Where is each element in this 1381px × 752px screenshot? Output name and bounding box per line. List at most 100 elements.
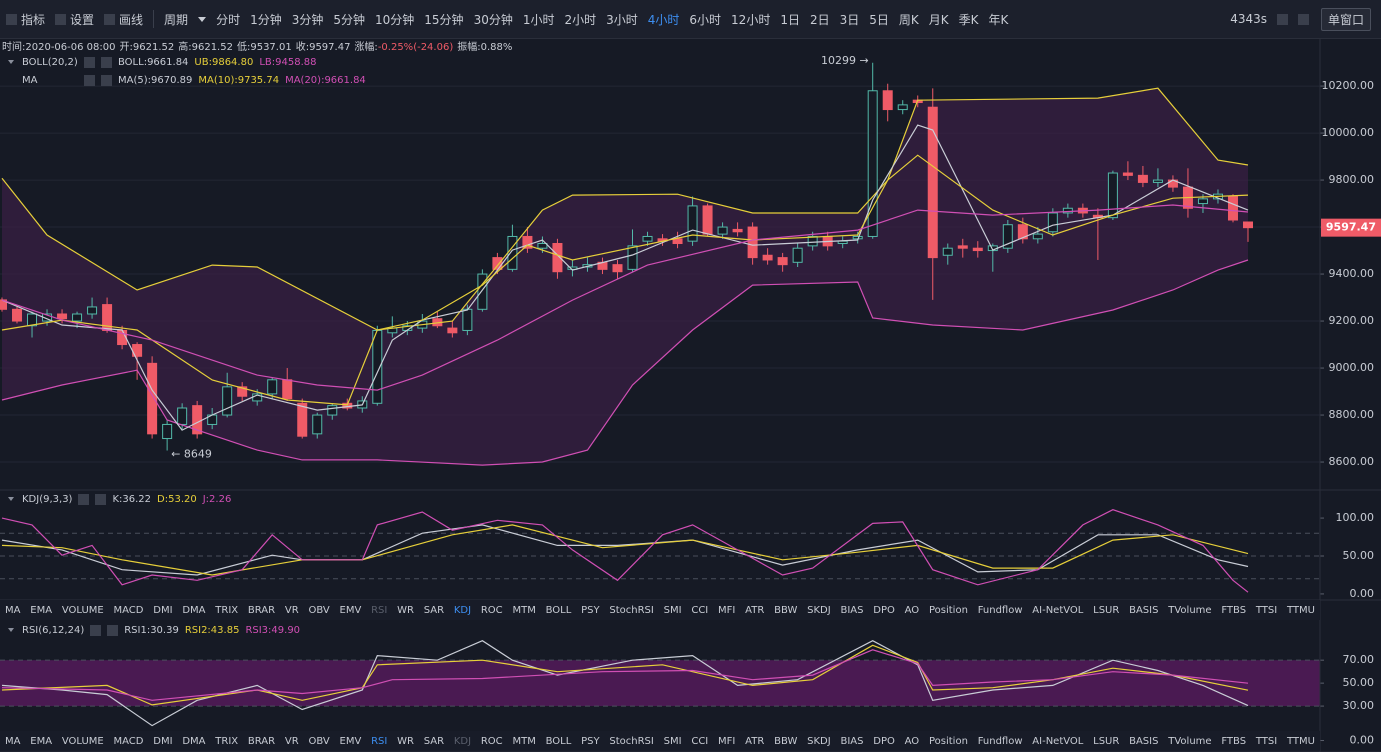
settings-icon[interactable] [90, 624, 102, 636]
indicator-name[interactable]: RSI(6,12,24) [22, 624, 85, 636]
indicator-tab[interactable]: DMI [153, 735, 173, 747]
indicator-tab[interactable]: VOLUME [61, 604, 104, 616]
indicator-tab[interactable]: BOLL [545, 735, 572, 747]
indicator-tab[interactable]: DPO [873, 604, 895, 616]
indicator-tab[interactable]: KDJ [453, 735, 472, 747]
indicator-tab[interactable]: KDJ [453, 604, 472, 616]
period-button[interactable]: 30分钟 [473, 12, 513, 27]
close-icon[interactable] [101, 56, 112, 68]
indicator-tab[interactable]: Fundflow [977, 604, 1023, 616]
indicator-tab[interactable]: BBW [774, 604, 798, 616]
indicator-tab[interactable]: SKDJ [807, 604, 831, 616]
indicator-tab[interactable]: Position [928, 604, 968, 616]
indicator-tab[interactable]: BIAS [840, 604, 864, 616]
indicator-tab[interactable]: SMI [663, 735, 682, 747]
indicator-tab[interactable]: MA [5, 735, 21, 747]
period-button[interactable]: 5分钟 [333, 12, 365, 27]
period-menu[interactable]: 周期 [164, 12, 189, 27]
period-button[interactable]: 3日 [839, 12, 860, 27]
indicator-tab[interactable]: FTBS [1221, 604, 1247, 616]
indicator-tab[interactable]: ROC [480, 735, 503, 747]
settings-icon[interactable] [84, 74, 95, 86]
indicator-tab[interactable]: MFI [718, 604, 736, 616]
period-button[interactable]: 4小时 [647, 12, 680, 27]
indicator-tab[interactable]: TTSI [1255, 735, 1278, 747]
indicator-tab[interactable]: AI-NetVOL [1032, 604, 1084, 616]
settings-icon[interactable] [78, 493, 90, 505]
period-button[interactable]: 6小时 [689, 12, 722, 27]
indicator-tab[interactable]: TRIX [215, 604, 239, 616]
indicator-tab[interactable]: ATR [745, 604, 765, 616]
indicator-tab[interactable]: PSY [581, 604, 600, 616]
indicator-tab[interactable]: BASIS [1129, 604, 1159, 616]
indicator-tab[interactable]: MFI [718, 735, 736, 747]
indicator-tab[interactable]: BRAR [247, 735, 276, 747]
indicator-tab[interactable]: TVolume [1168, 604, 1212, 616]
indicator-tab[interactable]: RSI [371, 604, 388, 616]
period-button[interactable]: 3分钟 [291, 12, 324, 27]
indicator-tab[interactable]: SMI [663, 604, 682, 616]
period-button[interactable]: 10分钟 [375, 12, 415, 27]
indicator-tab[interactable]: Fundflow [977, 735, 1023, 747]
period-button[interactable]: 2日 [809, 12, 830, 27]
indicator-tab[interactable]: WR [397, 735, 414, 747]
period-button[interactable]: 15分钟 [424, 12, 464, 27]
indicator-tab[interactable]: MTM [512, 735, 536, 747]
indicator-tab[interactable]: MACD [113, 604, 144, 616]
indicator-tab[interactable]: ROC [480, 604, 503, 616]
indicator-tab[interactable]: TTSI [1255, 604, 1278, 616]
indicator-tab[interactable]: VR [284, 604, 299, 616]
indicator-tab[interactable]: StochRSI [609, 604, 654, 616]
indicator-tab[interactable]: LSUR [1093, 604, 1120, 616]
indicator-tab[interactable]: TTMU [1286, 735, 1315, 747]
tool-button[interactable]: 设置 [70, 12, 95, 27]
indicator-tab[interactable]: MA [5, 604, 21, 616]
indicator-tab[interactable]: DMI [153, 604, 173, 616]
period-button[interactable]: 分时 [216, 12, 241, 27]
indicator-tab[interactable]: SAR [423, 604, 445, 616]
indicator-tab[interactable]: ATR [745, 735, 765, 747]
indicator-tab[interactable]: FTBS [1221, 735, 1247, 747]
indicator-tab[interactable]: DMA [182, 604, 206, 616]
indicator-tab[interactable]: LSUR [1093, 735, 1120, 747]
indicator-tab[interactable]: TTMU [1286, 604, 1315, 616]
indicator-tab[interactable]: OBV [308, 735, 330, 747]
tool-button[interactable]: 画线 [119, 12, 144, 27]
indicator-tab[interactable]: AO [904, 604, 920, 616]
close-icon[interactable] [95, 493, 107, 505]
indicator-tab[interactable]: OBV [308, 604, 330, 616]
indicator-tab[interactable]: Position [928, 735, 968, 747]
indicator-tab[interactable]: VR [284, 735, 299, 747]
indicator-tab[interactable]: AI-NetVOL [1032, 735, 1084, 747]
indicator-name[interactable]: KDJ(9,3,3) [22, 493, 73, 505]
indicator-tab[interactable]: SAR [423, 735, 445, 747]
indicator-tab[interactable]: SKDJ [807, 735, 831, 747]
indicator-tab[interactable]: CCI [691, 735, 709, 747]
period-button[interactable]: 1小时 [522, 12, 555, 27]
indicator-name[interactable]: BOLL(20,2) [22, 56, 78, 68]
indicator-tab[interactable]: BOLL [545, 604, 572, 616]
close-icon[interactable] [107, 624, 119, 636]
indicator-tab[interactable]: EMV [339, 735, 362, 747]
period-button[interactable]: 12小时 [731, 12, 771, 27]
period-button[interactable]: 年K [988, 12, 1009, 27]
indicator-tab[interactable]: BRAR [247, 604, 276, 616]
indicator-tab[interactable]: VOLUME [61, 735, 104, 747]
indicator-tab[interactable]: TVolume [1168, 735, 1212, 747]
period-button[interactable]: 月K [928, 12, 949, 27]
period-button[interactable]: 周K [898, 12, 919, 27]
indicator-tab[interactable]: EMA [30, 604, 53, 616]
indicator-tab[interactable]: AO [904, 735, 920, 747]
tool-button[interactable]: 指标 [21, 12, 46, 27]
period-button[interactable]: 1分钟 [250, 12, 282, 27]
indicator-tab[interactable]: TRIX [215, 735, 239, 747]
indicator-tab[interactable]: BBW [774, 735, 798, 747]
indicator-tab[interactable]: MACD [113, 735, 144, 747]
indicator-tab[interactable]: BIAS [840, 735, 864, 747]
period-button[interactable]: 1日 [780, 12, 800, 27]
indicator-tab[interactable]: MTM [512, 604, 536, 616]
indicator-tab[interactable]: DPO [873, 735, 895, 747]
indicator-tab[interactable]: EMV [339, 604, 362, 616]
period-button[interactable]: 3小时 [606, 12, 638, 27]
indicator-tab[interactable]: RSI [371, 735, 388, 747]
